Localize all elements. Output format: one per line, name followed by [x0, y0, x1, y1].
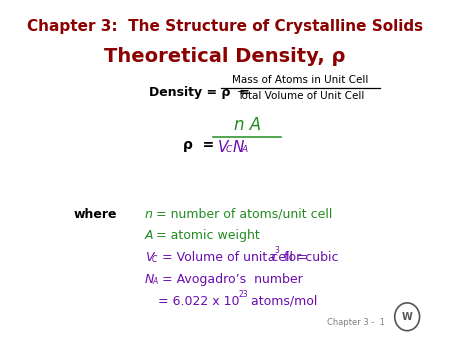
- Text: ρ  =: ρ =: [183, 138, 215, 152]
- Text: V: V: [218, 140, 228, 155]
- Text: 3: 3: [275, 246, 279, 255]
- Text: = Avogadro’s  number: = Avogadro’s number: [158, 273, 303, 286]
- Text: = 6.022 x 10: = 6.022 x 10: [158, 295, 240, 308]
- Text: = number of atoms/unit cell: = number of atoms/unit cell: [152, 208, 333, 221]
- Text: A: A: [241, 145, 247, 154]
- Text: 23: 23: [238, 290, 248, 299]
- Text: A: A: [152, 277, 158, 286]
- Text: Chapter 3 -  1: Chapter 3 - 1: [327, 318, 385, 327]
- Text: C: C: [152, 255, 158, 264]
- Text: V: V: [145, 251, 153, 264]
- Text: atoms/mol: atoms/mol: [247, 295, 318, 308]
- Text: Total Volume of Unit Cell: Total Volume of Unit Cell: [237, 91, 364, 101]
- Text: where: where: [74, 208, 117, 221]
- Text: = atomic weight: = atomic weight: [152, 230, 260, 242]
- Text: A: A: [145, 230, 153, 242]
- Text: Theoretical Density, ρ: Theoretical Density, ρ: [104, 47, 346, 66]
- Text: n A: n A: [234, 116, 261, 134]
- Text: N: N: [145, 273, 154, 286]
- Text: for cubic: for cubic: [280, 251, 338, 264]
- Text: W: W: [402, 312, 413, 322]
- Text: Density = ρ  =: Density = ρ =: [149, 86, 250, 99]
- Text: C: C: [226, 145, 232, 154]
- Text: n: n: [145, 208, 153, 221]
- Text: = Volume of unit cell =: = Volume of unit cell =: [158, 251, 312, 264]
- Text: a: a: [268, 251, 275, 264]
- Text: N: N: [233, 140, 244, 155]
- Text: Chapter 3:  The Structure of Crystalline Solids: Chapter 3: The Structure of Crystalline …: [27, 19, 423, 34]
- Text: Mass of Atoms in Unit Cell: Mass of Atoms in Unit Cell: [232, 75, 369, 85]
